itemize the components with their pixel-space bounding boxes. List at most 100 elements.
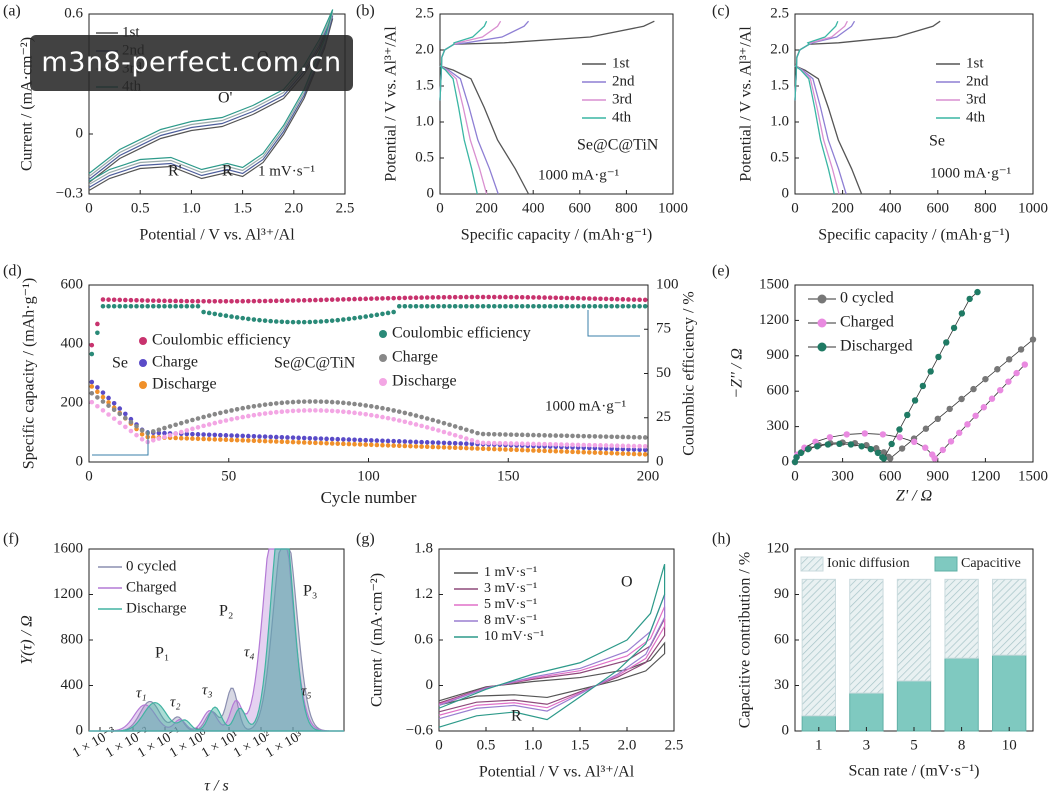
panel-e-point xyxy=(911,397,919,404)
panel-b-ytick-label: 2.5 xyxy=(415,5,434,21)
panel-d-point-se-ce xyxy=(559,295,564,301)
panel-d-point-tin-charge xyxy=(564,433,570,439)
panel-e-point xyxy=(931,455,938,462)
panel-d-point-tin-discharge xyxy=(620,443,626,449)
panel-d-point-tin-ce xyxy=(128,303,134,309)
panel-d-point-se-charge xyxy=(385,438,391,444)
panel-d-point-se-charge xyxy=(363,437,369,443)
panel-e-point xyxy=(888,440,895,448)
panel-f-ytick-label: 1200 xyxy=(53,586,83,602)
panel-d-point-se-ce xyxy=(374,296,380,301)
panel-d-point-se-charge xyxy=(301,435,307,441)
panel-d-point-tin-charge xyxy=(318,399,324,404)
panel-d-point-tin-discharge xyxy=(475,439,480,445)
panel-d-point-tin-discharge xyxy=(167,432,173,438)
panel-e-point xyxy=(922,444,929,451)
panel-d-point-se-ce xyxy=(519,294,525,300)
panel-c-annot-rate: 1000 mA·g⁻¹ xyxy=(930,165,1011,181)
panel-d-point-tin-discharge xyxy=(536,441,542,447)
panel-d-point-tin-discharge xyxy=(246,413,251,419)
panel-d-ylabel: Specific capacity / (mAh·g⁻¹) xyxy=(21,278,38,469)
panel-d-point-se-ce xyxy=(173,298,178,304)
panel-d-point-tin-ce xyxy=(570,303,575,309)
panel-d-point-tin-charge xyxy=(525,432,531,438)
panel-d-point-se-ce xyxy=(436,295,441,300)
panel-d-point-se-ce xyxy=(547,295,553,300)
panel-e-point xyxy=(904,411,911,419)
panel-d-point-se-ce xyxy=(508,294,514,300)
panel-d-point-tin-discharge xyxy=(301,408,307,413)
panel-d-point-se-ce xyxy=(525,295,531,300)
panel-d-point-se-ce xyxy=(352,296,357,302)
panel-d-point-tin-discharge xyxy=(396,418,402,423)
panel-d-point-tin-ce xyxy=(89,351,95,357)
panel-d-point-tin-charge xyxy=(117,411,123,417)
panel-b-legend-label: 3rd xyxy=(612,91,632,107)
panel-d-point-se-discharge xyxy=(480,446,486,452)
panel-d-point-tin-discharge xyxy=(357,411,363,416)
panel-d-point-se-discharge xyxy=(223,437,229,443)
panel-d-point-tin-charge xyxy=(335,400,341,405)
panel-e-point xyxy=(847,441,855,448)
panel-d-point-se-discharge xyxy=(212,437,218,442)
panel-d-point-tin-charge xyxy=(631,434,637,440)
panel-d-point-tin-charge xyxy=(419,414,424,420)
panel-d-point-se-charge xyxy=(642,447,648,453)
panel-d-point-se-ce xyxy=(195,298,201,304)
panel-d-point-tin-ce xyxy=(156,303,162,309)
panel-a-ytick-label: 0 xyxy=(76,125,84,141)
panel-d-point-tin-discharge xyxy=(631,443,637,449)
panel-d-point-tin-ce xyxy=(257,317,262,323)
panel-e-xtick-label: 0 xyxy=(791,468,799,484)
panel-d-point-se-discharge xyxy=(536,448,542,453)
panel-c-frame xyxy=(794,13,1034,195)
panel-d-legend-marker xyxy=(139,381,147,389)
panel-g-ytick-label: −0.6 xyxy=(406,722,434,738)
panel-d-point-tin-ce xyxy=(614,303,620,309)
panel-d-point-tin-charge xyxy=(100,399,106,404)
panel-d-point-tin-ce xyxy=(279,319,285,325)
panel-h-legend-label-diffusion: Ionic diffusion xyxy=(827,556,910,571)
panel-d-point-tin-discharge xyxy=(223,418,229,423)
panel-d-point-se-discharge xyxy=(234,437,240,443)
panel-d-point-tin-charge xyxy=(497,432,503,437)
panel-d-point-se-discharge xyxy=(519,447,525,453)
panel-d-point-tin-discharge xyxy=(447,431,452,436)
panel-d-legend-marker xyxy=(379,330,387,338)
panel-h-bar-diffusion xyxy=(849,578,884,694)
panel-d-point-tin-discharge xyxy=(380,414,385,420)
panel-e-ylabel: −Z'' / Ω xyxy=(729,348,746,399)
panel-d-point-tin-charge xyxy=(570,433,575,439)
panel-d-point-tin-charge xyxy=(408,411,413,417)
panel-c-ytick-label: 2.5 xyxy=(770,5,789,21)
panel-d-point-tin-discharge xyxy=(441,429,447,435)
panel-d-point-se-charge xyxy=(307,435,313,441)
panel-d-point-tin-charge xyxy=(480,431,486,437)
panel-f-legend-label: 0 cycled xyxy=(126,558,177,574)
panel-d-point-tin-charge xyxy=(262,402,268,407)
panel-d-point-se-ce xyxy=(458,294,464,300)
panel-d-point-tin-discharge xyxy=(296,408,301,413)
panel-d-point-se-ce xyxy=(631,297,637,302)
panel-d-ytick-label: 0 xyxy=(76,453,84,469)
panel-e-point xyxy=(804,445,812,453)
panel-g-series-10 mV·s⁻¹ xyxy=(438,564,666,728)
panel-a-xlabel: Potential / V vs. Al³⁺/Al xyxy=(139,227,295,244)
panel-h-bar-diffusion xyxy=(896,578,932,682)
panel-b-xlabel: Specific capacity / (mAh·g⁻¹) xyxy=(461,227,652,244)
panel-d-point-se-ce xyxy=(89,342,95,348)
panel-a-xtick-label: 2.0 xyxy=(284,200,303,216)
panel-d-point-se-ce xyxy=(279,298,285,304)
panel-d-point-tin-charge xyxy=(190,417,195,423)
panel-d-point-tin-charge xyxy=(173,422,178,428)
panel-d-point-se-ce xyxy=(251,298,257,304)
panel-g-ytick-label: 1.8 xyxy=(414,540,433,556)
panel-c-discharge-4th xyxy=(794,65,835,195)
panel-d-point-se-discharge xyxy=(491,446,497,452)
panel-f-ytick-label: 0 xyxy=(76,722,84,738)
panel-d-point-se-discharge xyxy=(408,443,413,449)
panel-d-point-tin-discharge xyxy=(424,425,430,430)
panel-c-xtick-label: 1000 xyxy=(1018,200,1048,216)
panel-d-xtick-label: 0 xyxy=(85,468,93,484)
panel-d-point-tin-charge xyxy=(642,435,648,440)
